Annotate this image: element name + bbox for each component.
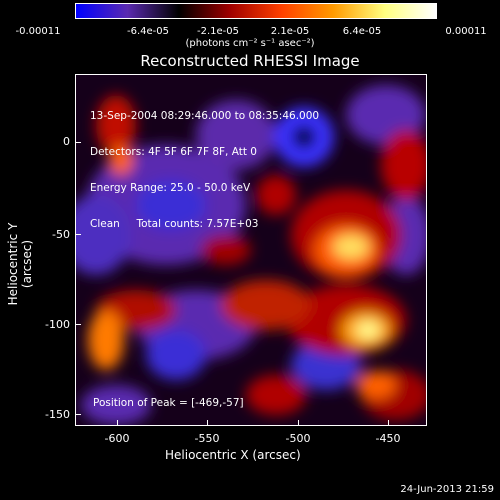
colorbar-tick-label: -6.4e-05: [127, 26, 169, 37]
colorbar-tick-label: 0.00011: [445, 26, 487, 37]
x-tick-label: -550: [194, 432, 220, 445]
y-tick-label: -100: [45, 318, 70, 331]
y-tick-mark: [75, 142, 81, 143]
x-tick-mark: [207, 420, 208, 426]
y-tick-mark: [75, 324, 81, 325]
colorbar: [75, 3, 437, 19]
y-tick-mark: [75, 234, 81, 235]
image-title: Reconstructed RHESSI Image: [140, 52, 360, 70]
x-tick-mark: [117, 420, 118, 426]
y-tick-label: 0: [63, 135, 70, 148]
peak-position-label: Position of Peak = [-469,-57]: [93, 397, 244, 409]
x-tick-label: -600: [104, 432, 130, 445]
image-annotation: 13-Sep-2004 08:29:46.000 to 08:35:46.000…: [90, 86, 319, 242]
x-tick-label: -450: [375, 432, 401, 445]
colorbar-tick-label: 6.4e-05: [342, 26, 382, 37]
annotation-algorithm-counts: Clean Total counts: 7.57E+03: [90, 218, 259, 230]
x-axis-label: Heliocentric X (arcsec): [165, 448, 301, 462]
y-tick-label: -50: [52, 228, 70, 241]
image-heatmap: [76, 75, 426, 425]
y-axis-label: Heliocentric Y (arcsec): [6, 222, 34, 306]
rhessi-image: [75, 74, 427, 426]
y-tick-mark: [75, 414, 81, 415]
colorbar-tick-label: -2.1e-05: [197, 26, 239, 37]
colorbar-units: (photons cm⁻² s⁻¹ asec⁻²): [185, 38, 315, 49]
x-tick-mark: [388, 420, 389, 426]
annotation-detectors: Detectors: 4F 5F 6F 7F 8F, Att 0: [90, 146, 257, 158]
annotation-energy-range: Energy Range: 25.0 - 50.0 keV: [90, 182, 251, 194]
colorbar-tick-label: 2.1e-05: [270, 26, 310, 37]
x-tick-label: -500: [285, 432, 311, 445]
timestamp: 24-Jun-2013 21:59: [400, 484, 494, 495]
y-tick-label: -150: [45, 408, 70, 421]
colorbar-tick-label: -0.00011: [15, 26, 61, 37]
annotation-time-range: 13-Sep-2004 08:29:46.000 to 08:35:46.000: [90, 110, 320, 122]
x-tick-mark: [298, 420, 299, 426]
